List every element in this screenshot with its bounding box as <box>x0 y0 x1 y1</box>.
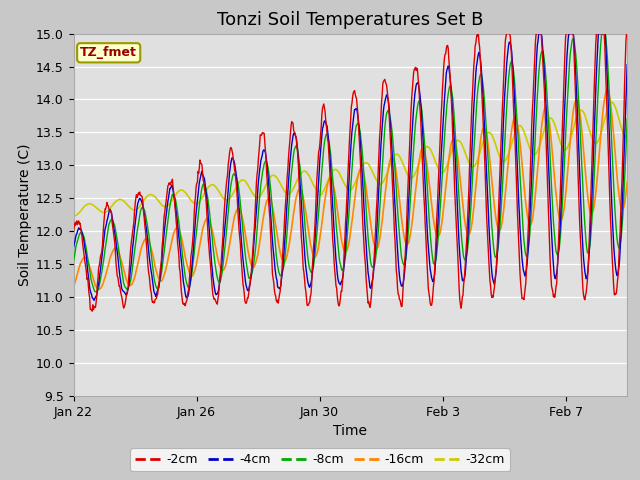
Title: Tonzi Soil Temperatures Set B: Tonzi Soil Temperatures Set B <box>217 11 484 29</box>
Y-axis label: Soil Temperature (C): Soil Temperature (C) <box>18 144 32 286</box>
Text: TZ_fmet: TZ_fmet <box>80 46 137 60</box>
Legend: -2cm, -4cm, -8cm, -16cm, -32cm: -2cm, -4cm, -8cm, -16cm, -32cm <box>130 448 510 471</box>
X-axis label: Time: Time <box>333 424 367 438</box>
